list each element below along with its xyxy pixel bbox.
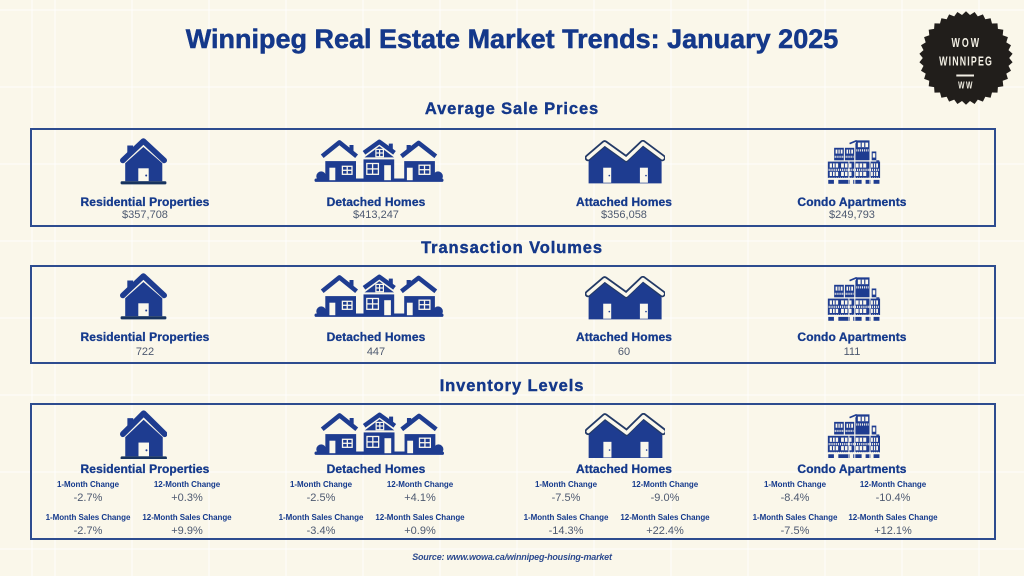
svg-text:WOW: WOW: [952, 36, 982, 50]
svg-text:WW: WW: [958, 79, 974, 91]
svg-text:WINNIPEG: WINNIPEG: [939, 55, 993, 69]
